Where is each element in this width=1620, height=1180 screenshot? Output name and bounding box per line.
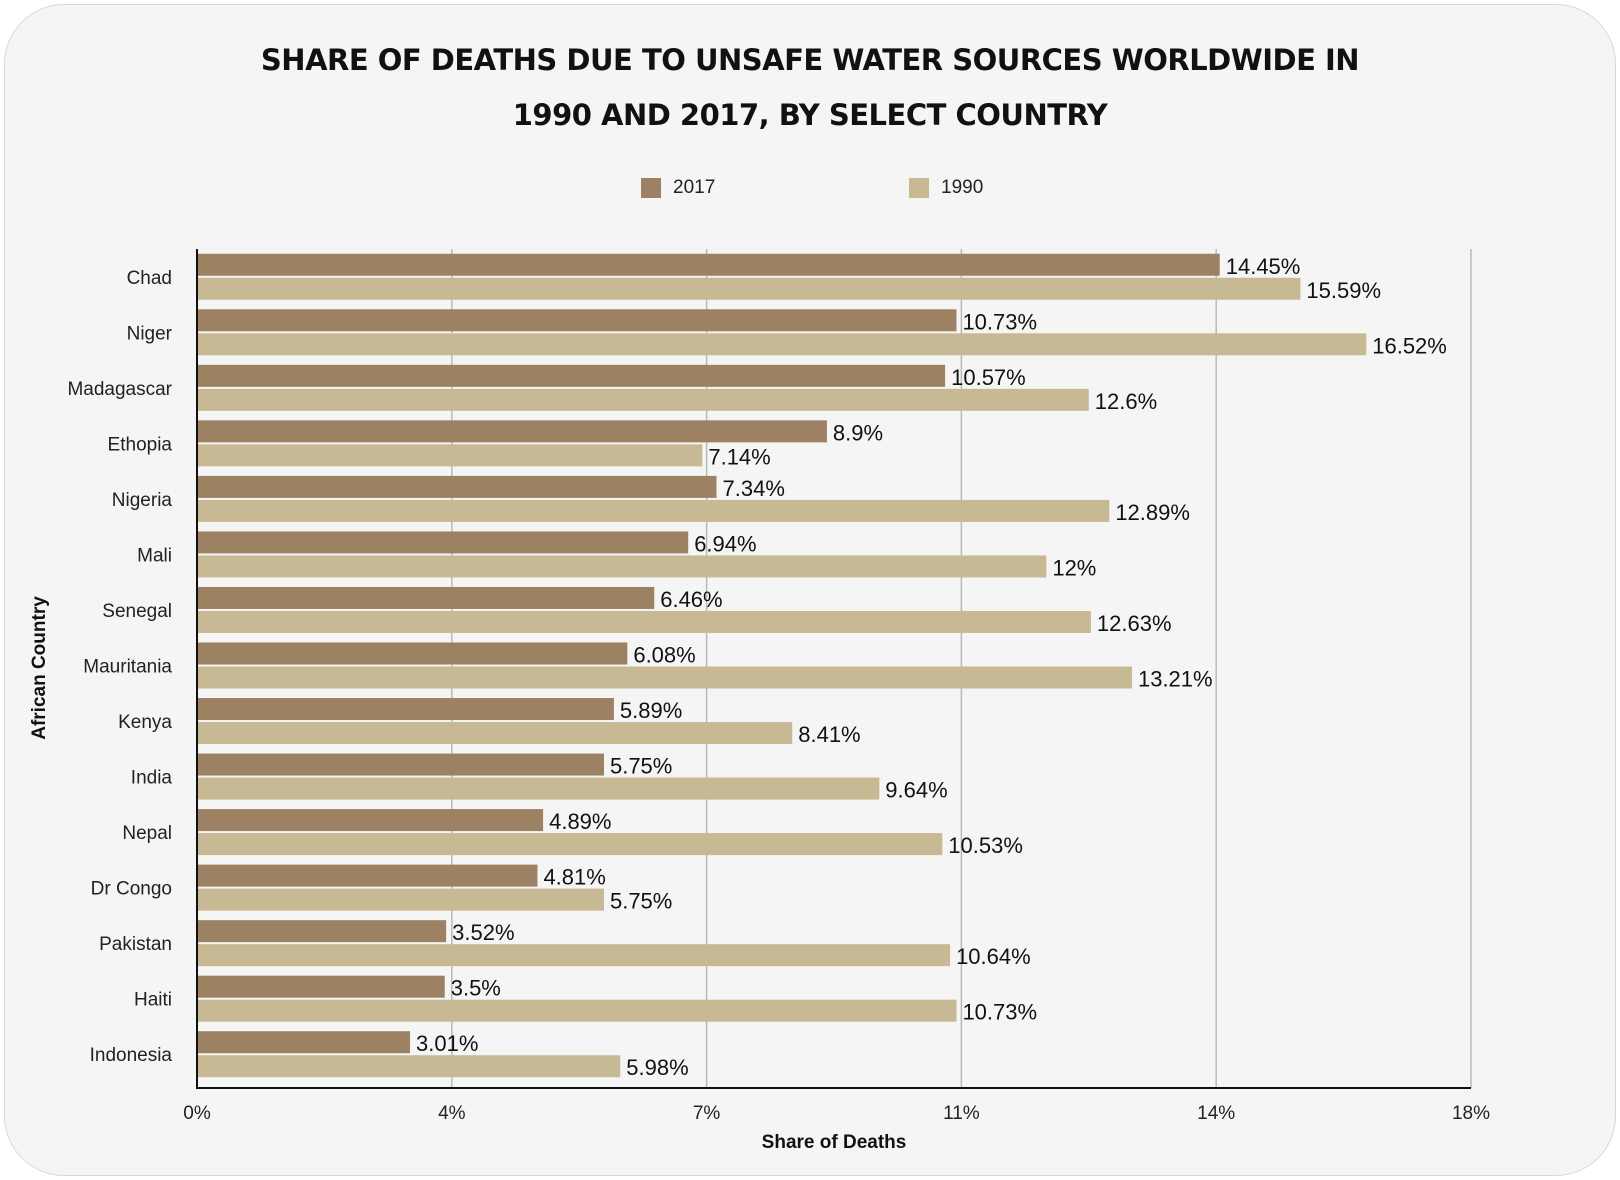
chart-title: SHARE OF DEATHS DUE TO UNSAFE WATER SOUR…: [5, 33, 1615, 143]
category-label-kenya: Kenya: [118, 712, 172, 733]
category-label-haiti: Haiti: [134, 990, 172, 1011]
category-label-indonesia: Indonesia: [90, 1045, 173, 1066]
value-label-india-1990: 9.64%: [885, 778, 947, 803]
bar-nepal-2017[interactable]: [198, 809, 544, 832]
bar-mali-1990[interactable]: [198, 555, 1047, 578]
bar-haiti-1990[interactable]: [198, 999, 957, 1022]
bar-haiti-2017[interactable]: [198, 975, 445, 998]
legend-swatch-1990: [909, 178, 929, 198]
legend-item-2017[interactable]: 2017: [641, 177, 715, 199]
bar-mauritania-1990[interactable]: [198, 666, 1132, 689]
value-label-dr-congo-2017: 4.81%: [543, 865, 605, 890]
legend-label-2017: 2017: [673, 177, 716, 198]
value-label-ethopia-1990: 7.14%: [708, 444, 770, 469]
bar-india-1990[interactable]: [198, 777, 880, 800]
bar-nepal-1990[interactable]: [198, 833, 943, 856]
x-tick-label: 0%: [183, 1103, 211, 1124]
bar-dr-congo-2017[interactable]: [198, 864, 538, 887]
value-label-senegal-1990: 12.63%: [1097, 611, 1172, 636]
bar-kenya-1990[interactable]: [198, 722, 793, 745]
category-label-pakistan: Pakistan: [99, 934, 172, 955]
bar-mauritania-2017[interactable]: [198, 642, 628, 665]
value-label-chad-1990: 15.59%: [1306, 278, 1381, 303]
value-label-haiti-2017: 3.5%: [451, 976, 501, 1001]
value-label-nepal-2017: 4.89%: [549, 809, 611, 834]
chart-axes: [196, 249, 1471, 1089]
chart-title-line-1: SHARE OF DEATHS DUE TO UNSAFE WATER SOUR…: [260, 43, 1360, 77]
bar-pakistan-2017[interactable]: [198, 920, 447, 943]
category-label-mauritania: Mauritania: [83, 657, 172, 678]
bar-kenya-2017[interactable]: [198, 698, 614, 721]
value-label-indonesia-2017: 3.01%: [416, 1031, 478, 1056]
bar-chad-2017[interactable]: [198, 253, 1220, 276]
bar-dr-congo-1990[interactable]: [198, 888, 604, 911]
chart-bars: [198, 253, 1367, 1078]
value-label-madagascar-2017: 10.57%: [951, 365, 1026, 390]
bar-chad-1990[interactable]: [198, 277, 1301, 300]
value-label-pakistan-1990: 10.64%: [956, 944, 1031, 969]
category-label-chad: Chad: [127, 268, 172, 289]
value-label-kenya-2017: 5.89%: [620, 698, 682, 723]
category-label-niger: Niger: [127, 323, 173, 344]
value-label-nigeria-1990: 12.89%: [1115, 500, 1190, 525]
value-label-senegal-2017: 6.46%: [660, 587, 722, 612]
category-label-nepal: Nepal: [122, 823, 172, 844]
chart-legend: 2017 1990: [5, 177, 1615, 207]
bar-nigeria-1990[interactable]: [198, 499, 1110, 522]
chart-labels: 0% 4% 7% 11% 14% 18% Chad 14.45%15.59% Niger 10.7…: [67, 254, 1490, 1124]
bar-madagascar-1990[interactable]: [198, 388, 1089, 411]
value-label-pakistan-2017: 3.52%: [452, 920, 514, 945]
value-label-haiti-1990: 10.73%: [962, 1000, 1037, 1025]
x-tick-label: 14%: [1197, 1103, 1235, 1124]
value-label-india-2017: 5.75%: [610, 754, 672, 779]
category-label-senegal: Senegal: [102, 601, 172, 622]
bar-madagascar-2017[interactable]: [198, 364, 946, 387]
bar-senegal-1990[interactable]: [198, 610, 1091, 633]
category-label-nigeria: Nigeria: [112, 490, 173, 511]
value-label-chad-2017: 14.45%: [1226, 254, 1301, 279]
value-label-niger-1990: 16.52%: [1372, 333, 1447, 358]
value-label-dr-congo-1990: 5.75%: [610, 889, 672, 914]
value-label-madagascar-1990: 12.6%: [1095, 389, 1157, 414]
bar-niger-2017[interactable]: [198, 309, 957, 332]
x-axis-title: Share of Deaths: [762, 1132, 907, 1153]
x-tick-label: 4%: [438, 1103, 466, 1124]
bar-nigeria-2017[interactable]: [198, 475, 717, 498]
bar-pakistan-1990[interactable]: [198, 944, 951, 967]
value-label-niger-2017: 10.73%: [962, 309, 1037, 334]
y-axis-title: African Country: [29, 596, 50, 740]
bar-india-2017[interactable]: [198, 753, 604, 776]
category-label-dr-congo: Dr Congo: [91, 879, 172, 900]
value-label-nepal-1990: 10.53%: [948, 833, 1023, 858]
bar-senegal-2017[interactable]: [198, 586, 655, 609]
value-label-mauritania-2017: 6.08%: [633, 643, 695, 668]
value-label-indonesia-1990: 5.98%: [626, 1055, 688, 1080]
value-label-kenya-1990: 8.41%: [798, 722, 860, 747]
bar-ethopia-1990[interactable]: [198, 444, 703, 467]
legend-label-1990: 1990: [941, 177, 984, 198]
category-label-mali: Mali: [137, 545, 172, 566]
bar-ethopia-2017[interactable]: [198, 420, 827, 443]
bar-mali-2017[interactable]: [198, 531, 689, 554]
value-label-mali-2017: 6.94%: [694, 531, 756, 556]
x-tick-label: 18%: [1452, 1103, 1490, 1124]
legend-item-1990[interactable]: 1990: [909, 177, 983, 199]
category-label-india: India: [131, 768, 173, 789]
x-tick-label: 11%: [943, 1103, 980, 1124]
category-label-madagascar: Madagascar: [67, 379, 172, 400]
legend-swatch-2017: [641, 178, 661, 198]
value-label-ethopia-2017: 8.9%: [833, 420, 883, 445]
chart-title-line-2: 1990 AND 2017, BY SELECT COUNTRY: [512, 98, 1108, 132]
bar-indonesia-2017[interactable]: [198, 1031, 411, 1054]
bar-indonesia-1990[interactable]: [198, 1055, 621, 1078]
x-tick-label: 7%: [693, 1103, 721, 1124]
value-label-nigeria-2017: 7.34%: [723, 476, 785, 501]
category-label-ethopia: Ethopia: [108, 434, 173, 455]
bar-niger-1990[interactable]: [198, 333, 1367, 356]
value-label-mali-1990: 12%: [1052, 555, 1096, 580]
value-label-mauritania-1990: 13.21%: [1138, 667, 1213, 692]
